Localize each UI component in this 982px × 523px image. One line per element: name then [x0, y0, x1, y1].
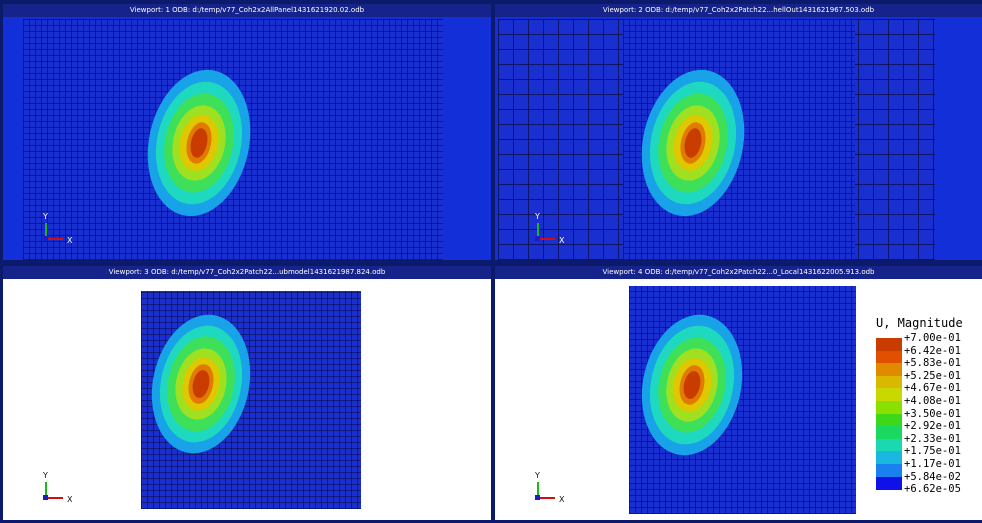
legend-color-swatch [876, 338, 902, 351]
viewport-3[interactable]: Viewport: 3 ODB: d:/temp/v77_Coh2x2Patch… [3, 266, 491, 520]
legend-entry: +6.42e-01 [876, 344, 982, 364]
legend-value: +3.50e-01 [904, 407, 961, 420]
legend-color-swatch [876, 388, 902, 401]
legend-color-swatch [876, 413, 902, 427]
legend-value: +2.92e-01 [904, 420, 961, 433]
legend-color-swatch [876, 463, 902, 477]
legend-color-swatch [876, 438, 902, 452]
legend-rows: +7.00e-01 +6.42e-01 +5.83e-01 +5.25e-01 +4.6… [876, 332, 982, 496]
legend-title: U, Magnitude [876, 316, 963, 330]
legend-value: +4.08e-01 [904, 394, 961, 407]
legend-value: +5.25e-01 [904, 369, 961, 382]
legend-color-swatch [876, 363, 902, 376]
viewport-1[interactable]: Viewport: 1 ODB: d:/temp/v77_Coh2x2AllPa… [3, 4, 491, 260]
legend-entry: +5.83e-01 [876, 357, 982, 376]
viewport-3-title: Viewport: 3 ODB: d:/temp/v77_Coh2x2Patch… [3, 266, 491, 279]
legend-value: +2.33e-01 [904, 432, 961, 445]
legend-value: +1.17e-01 [904, 457, 961, 470]
viewport-2-title: Viewport: 2 ODB: d:/temp/v77_Coh2x2Patch… [495, 4, 982, 17]
legend-value: +7.00e-01 [904, 332, 961, 344]
legend-entry: +2.33e-01 [876, 432, 982, 452]
legend-color-swatch [876, 477, 902, 490]
legend-value: +4.67e-01 [904, 382, 961, 395]
viewport-2[interactable]: Viewport: 2 ODB: d:/temp/v77_Coh2x2Patch… [495, 4, 982, 260]
legend-entry: +4.08e-01 [876, 394, 982, 414]
legend-value: +6.62e-05 [904, 483, 961, 496]
viewport-4-title: Viewport: 4 ODB: d:/temp/v77_Coh2x2Patch… [495, 266, 982, 279]
legend-color-swatch [876, 451, 902, 464]
legend-color-swatch [876, 350, 902, 364]
legend-value: +5.84e-02 [904, 470, 961, 483]
legend-entry: +1.75e-01 [876, 445, 982, 464]
legend-entry: +4.67e-01 [876, 382, 982, 401]
contour-legend: U, Magnitude +7.00e-01 +6.42e-01 +5.83e-01… [876, 316, 982, 496]
legend-color-swatch [876, 400, 902, 414]
legend-entry: +7.00e-01 [876, 332, 982, 351]
legend-entry: +6.62e-05 [876, 477, 982, 496]
legend-value: +6.42e-01 [904, 344, 961, 357]
legend-color-swatch [876, 375, 902, 389]
legend-entry: +3.50e-01 [876, 407, 982, 427]
legend-value: +5.83e-01 [904, 357, 961, 370]
legend-color-swatch [876, 426, 902, 439]
legend-entry: +1.17e-01 [876, 457, 982, 477]
legend-entry: +2.92e-01 [876, 420, 982, 439]
legend-value: +1.75e-01 [904, 445, 961, 458]
viewport-1-title: Viewport: 1 ODB: d:/temp/v77_Coh2x2AllPa… [3, 4, 491, 17]
legend-entry: +5.25e-01 [876, 369, 982, 389]
